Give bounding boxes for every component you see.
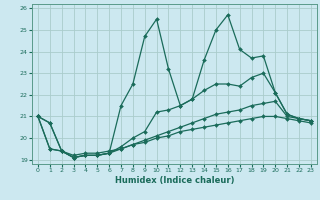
X-axis label: Humidex (Indice chaleur): Humidex (Indice chaleur)	[115, 176, 234, 185]
